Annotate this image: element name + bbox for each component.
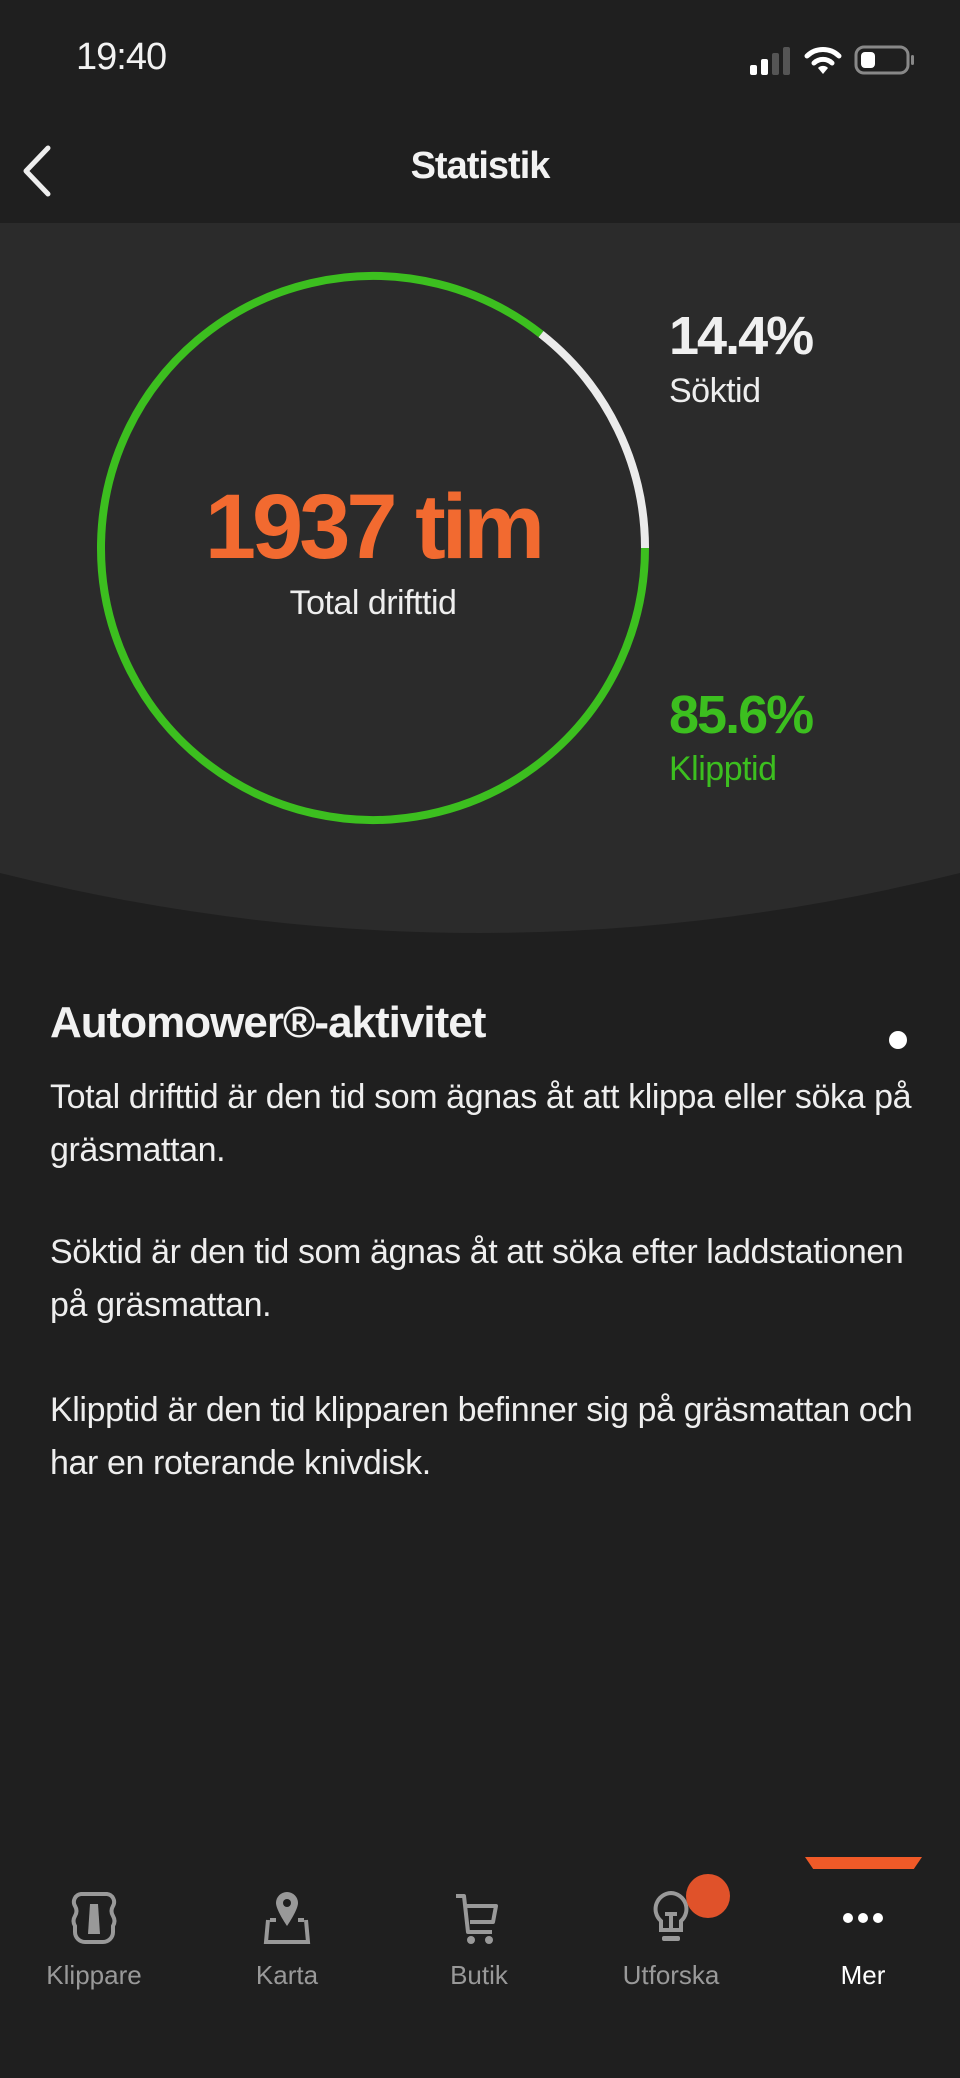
active-tab-indicator [805,1857,922,1869]
activity-donut-chart [97,272,649,824]
battery-icon [854,45,914,75]
tab-bar: Klippare Karta Butik Utforska Mer [0,1840,960,2078]
stats-panel-background [0,223,960,933]
tab-klippare[interactable]: Klippare [19,1890,169,1991]
back-button[interactable] [14,140,64,200]
info-paragraph-total: Total drifttid är den tid som ägnas åt a… [50,1078,912,1169]
info-paragraph-search: Söktid är den tid som ägnas åt att söka … [50,1233,904,1324]
total-runtime-label: Total drifttid [289,584,457,622]
tab-karta[interactable]: Karta [212,1890,362,1991]
tab-label: Utforska [622,1960,720,1990]
tab-mer[interactable]: Mer [788,1890,938,1991]
lightbulb-icon [653,1890,689,1941]
tab-butik[interactable]: Butik [404,1890,554,1991]
chevron-left-icon [23,145,51,197]
tab-utforska[interactable]: Utforska [596,1890,746,1991]
more-dots-icon [843,1913,883,1923]
tab-label: Klippare [46,1960,142,1990]
map-pin-icon [263,1892,311,1944]
status-icons [748,44,916,76]
status-time: 19:40 [76,36,167,78]
tab-label: Butik [450,1960,508,1990]
search-time-label: Söktid [669,372,761,410]
info-paragraph-cutting: Klipptid är den tid klipparen befinner s… [50,1391,913,1482]
notification-badge [686,1874,730,1918]
mower-icon [71,1892,117,1944]
tab-label: Mer [840,1960,886,1990]
page-title: Statistik [410,145,551,187]
page-indicator-dot [889,1031,907,1049]
cellular-signal-icon [750,47,790,75]
cutting-time-arc [97,272,649,824]
cutting-time-label: Klipptid [669,750,777,788]
info-title: Automower®-aktivitet [50,998,486,1047]
cutting-time-percent: 85.6% [669,685,814,745]
wifi-icon [804,47,842,74]
search-time-arc [538,330,649,549]
search-time-percent: 14.4% [669,306,814,366]
tab-label: Karta [255,1960,319,1990]
total-runtime-value: 1937 tim [204,476,545,578]
cart-icon [456,1894,498,1944]
